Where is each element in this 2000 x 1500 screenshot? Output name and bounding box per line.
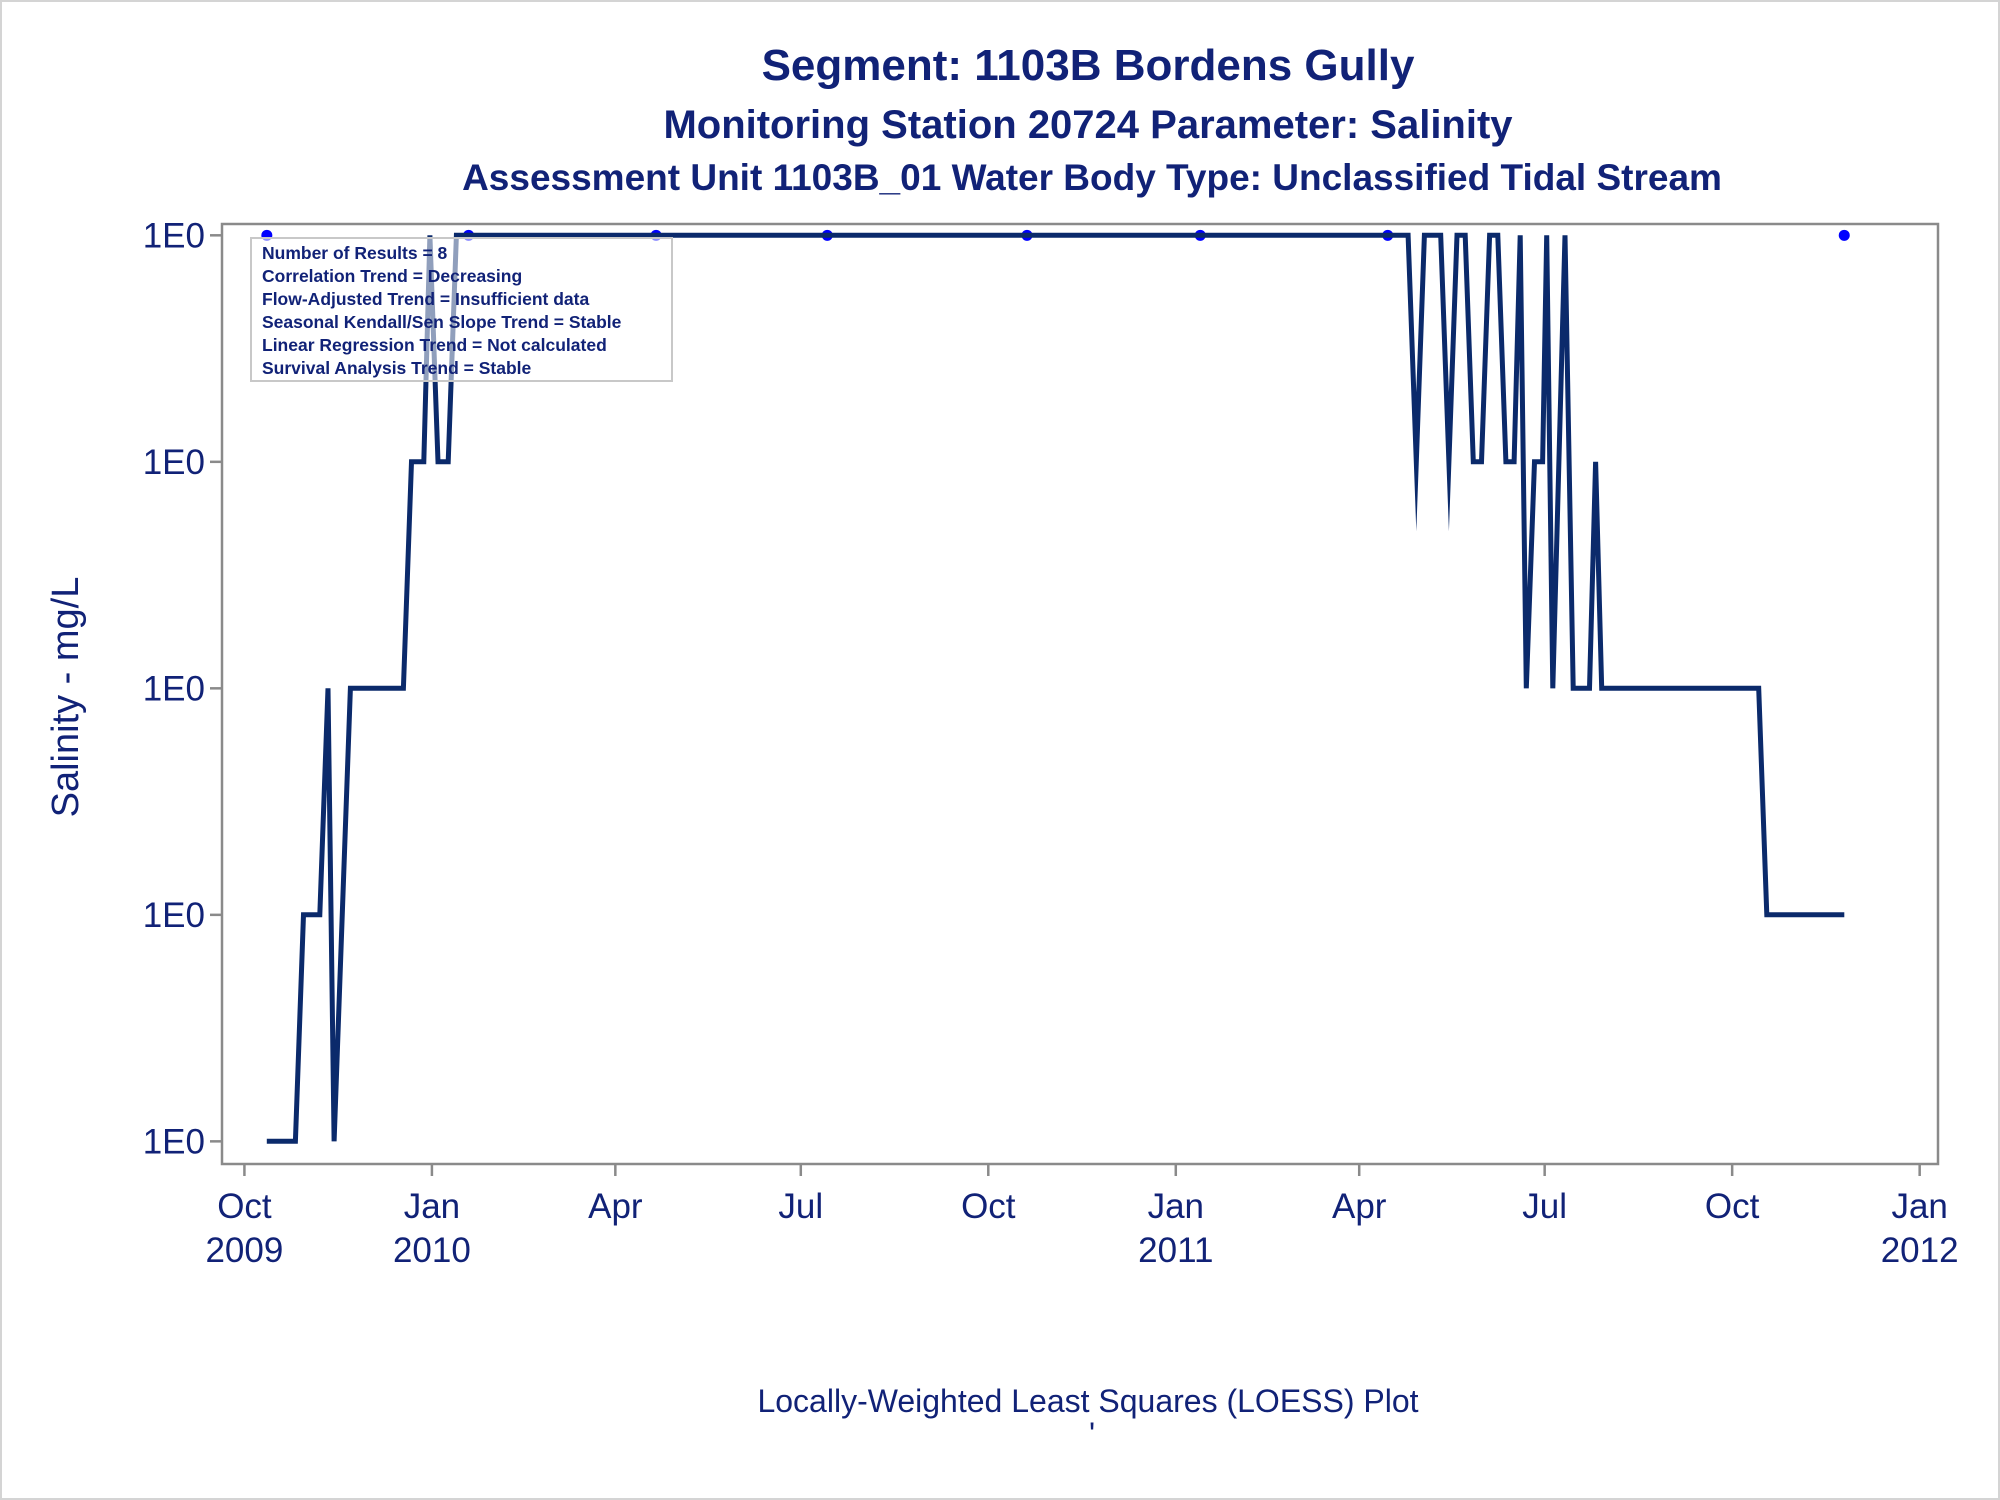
x-tick-label-month: Apr — [588, 1187, 643, 1226]
x-tick-label-year: 2011 — [1138, 1231, 1213, 1270]
inset-line-survival-analysis-trend: Survival Analysis Trend = Stable — [262, 358, 532, 378]
y-tick-label: 1E0 — [143, 1122, 205, 1161]
y-axis-label: Salinity - mg/L — [45, 577, 87, 818]
stats-inset-box — [250, 237, 673, 382]
x-tick-label-month: Jul — [1522, 1187, 1567, 1226]
x-tick-label-month: Oct — [1705, 1187, 1760, 1226]
loess-line — [266, 232, 1845, 1144]
x-axis: Oct 2009 Jan 2010 Apr Jul Oct Jan 2011 Apr Jul Oct J… — [205, 1164, 1959, 1270]
x-tick-label-month: Oct — [217, 1187, 272, 1226]
inset-line-flow-adjusted-trend: Flow-Adjusted Trend = Insufficient data — [262, 289, 589, 309]
x-tick-label-month: Apr — [1332, 1187, 1387, 1226]
y-tick-label: 1E0 — [143, 216, 205, 255]
inset-line-number-of-results: Number of Results = 8 — [262, 243, 448, 263]
chart-subtitle: Monitoring Station 20724 Parameter: Sali… — [663, 103, 1513, 147]
x-tick-label-month: Jan — [1891, 1187, 1947, 1226]
x-axis-label: Locally-Weighted Least Squares (LOESS) P… — [757, 1383, 1418, 1419]
inset-line-seasonal-kendall-trend: Seasonal Kendall/Sen Slope Trend = Stabl… — [262, 312, 622, 332]
x-tick-label-year: 2010 — [393, 1231, 471, 1270]
x-tick-label-year: 2009 — [205, 1231, 283, 1270]
y-tick-label: 1E0 — [143, 669, 205, 708]
observation-point — [1838, 229, 1850, 241]
plot-area — [220, 222, 1940, 1166]
x-tick-label-month: Oct — [961, 1187, 1016, 1226]
x-axis-label-suffix: ' — [1089, 1416, 1095, 1452]
chart-subtitle-2: Assessment Unit 1103B_01 Water Body Type… — [462, 157, 1722, 198]
y-axis: 1E0 1E0 1E0 1E0 1E0 — [143, 216, 222, 1161]
y-tick-label: 1E0 — [143, 443, 205, 482]
x-tick-label-month: Jul — [778, 1187, 823, 1226]
x-tick-label-month: Jan — [1148, 1187, 1204, 1226]
inset-line-correlation-trend: Correlation Trend = Decreasing — [262, 266, 522, 286]
inset-line-linear-regression-trend: Linear Regression Trend = Not calculated — [262, 335, 607, 355]
x-tick-label-month: Jan — [404, 1187, 460, 1226]
stats-inset: Number of Results = 8 Correlation Trend … — [250, 237, 673, 382]
chart-title: Segment: 1103B Bordens Gully — [762, 41, 1415, 90]
x-tick-label-year: 2012 — [1881, 1231, 1959, 1270]
y-tick-label: 1E0 — [143, 896, 205, 935]
